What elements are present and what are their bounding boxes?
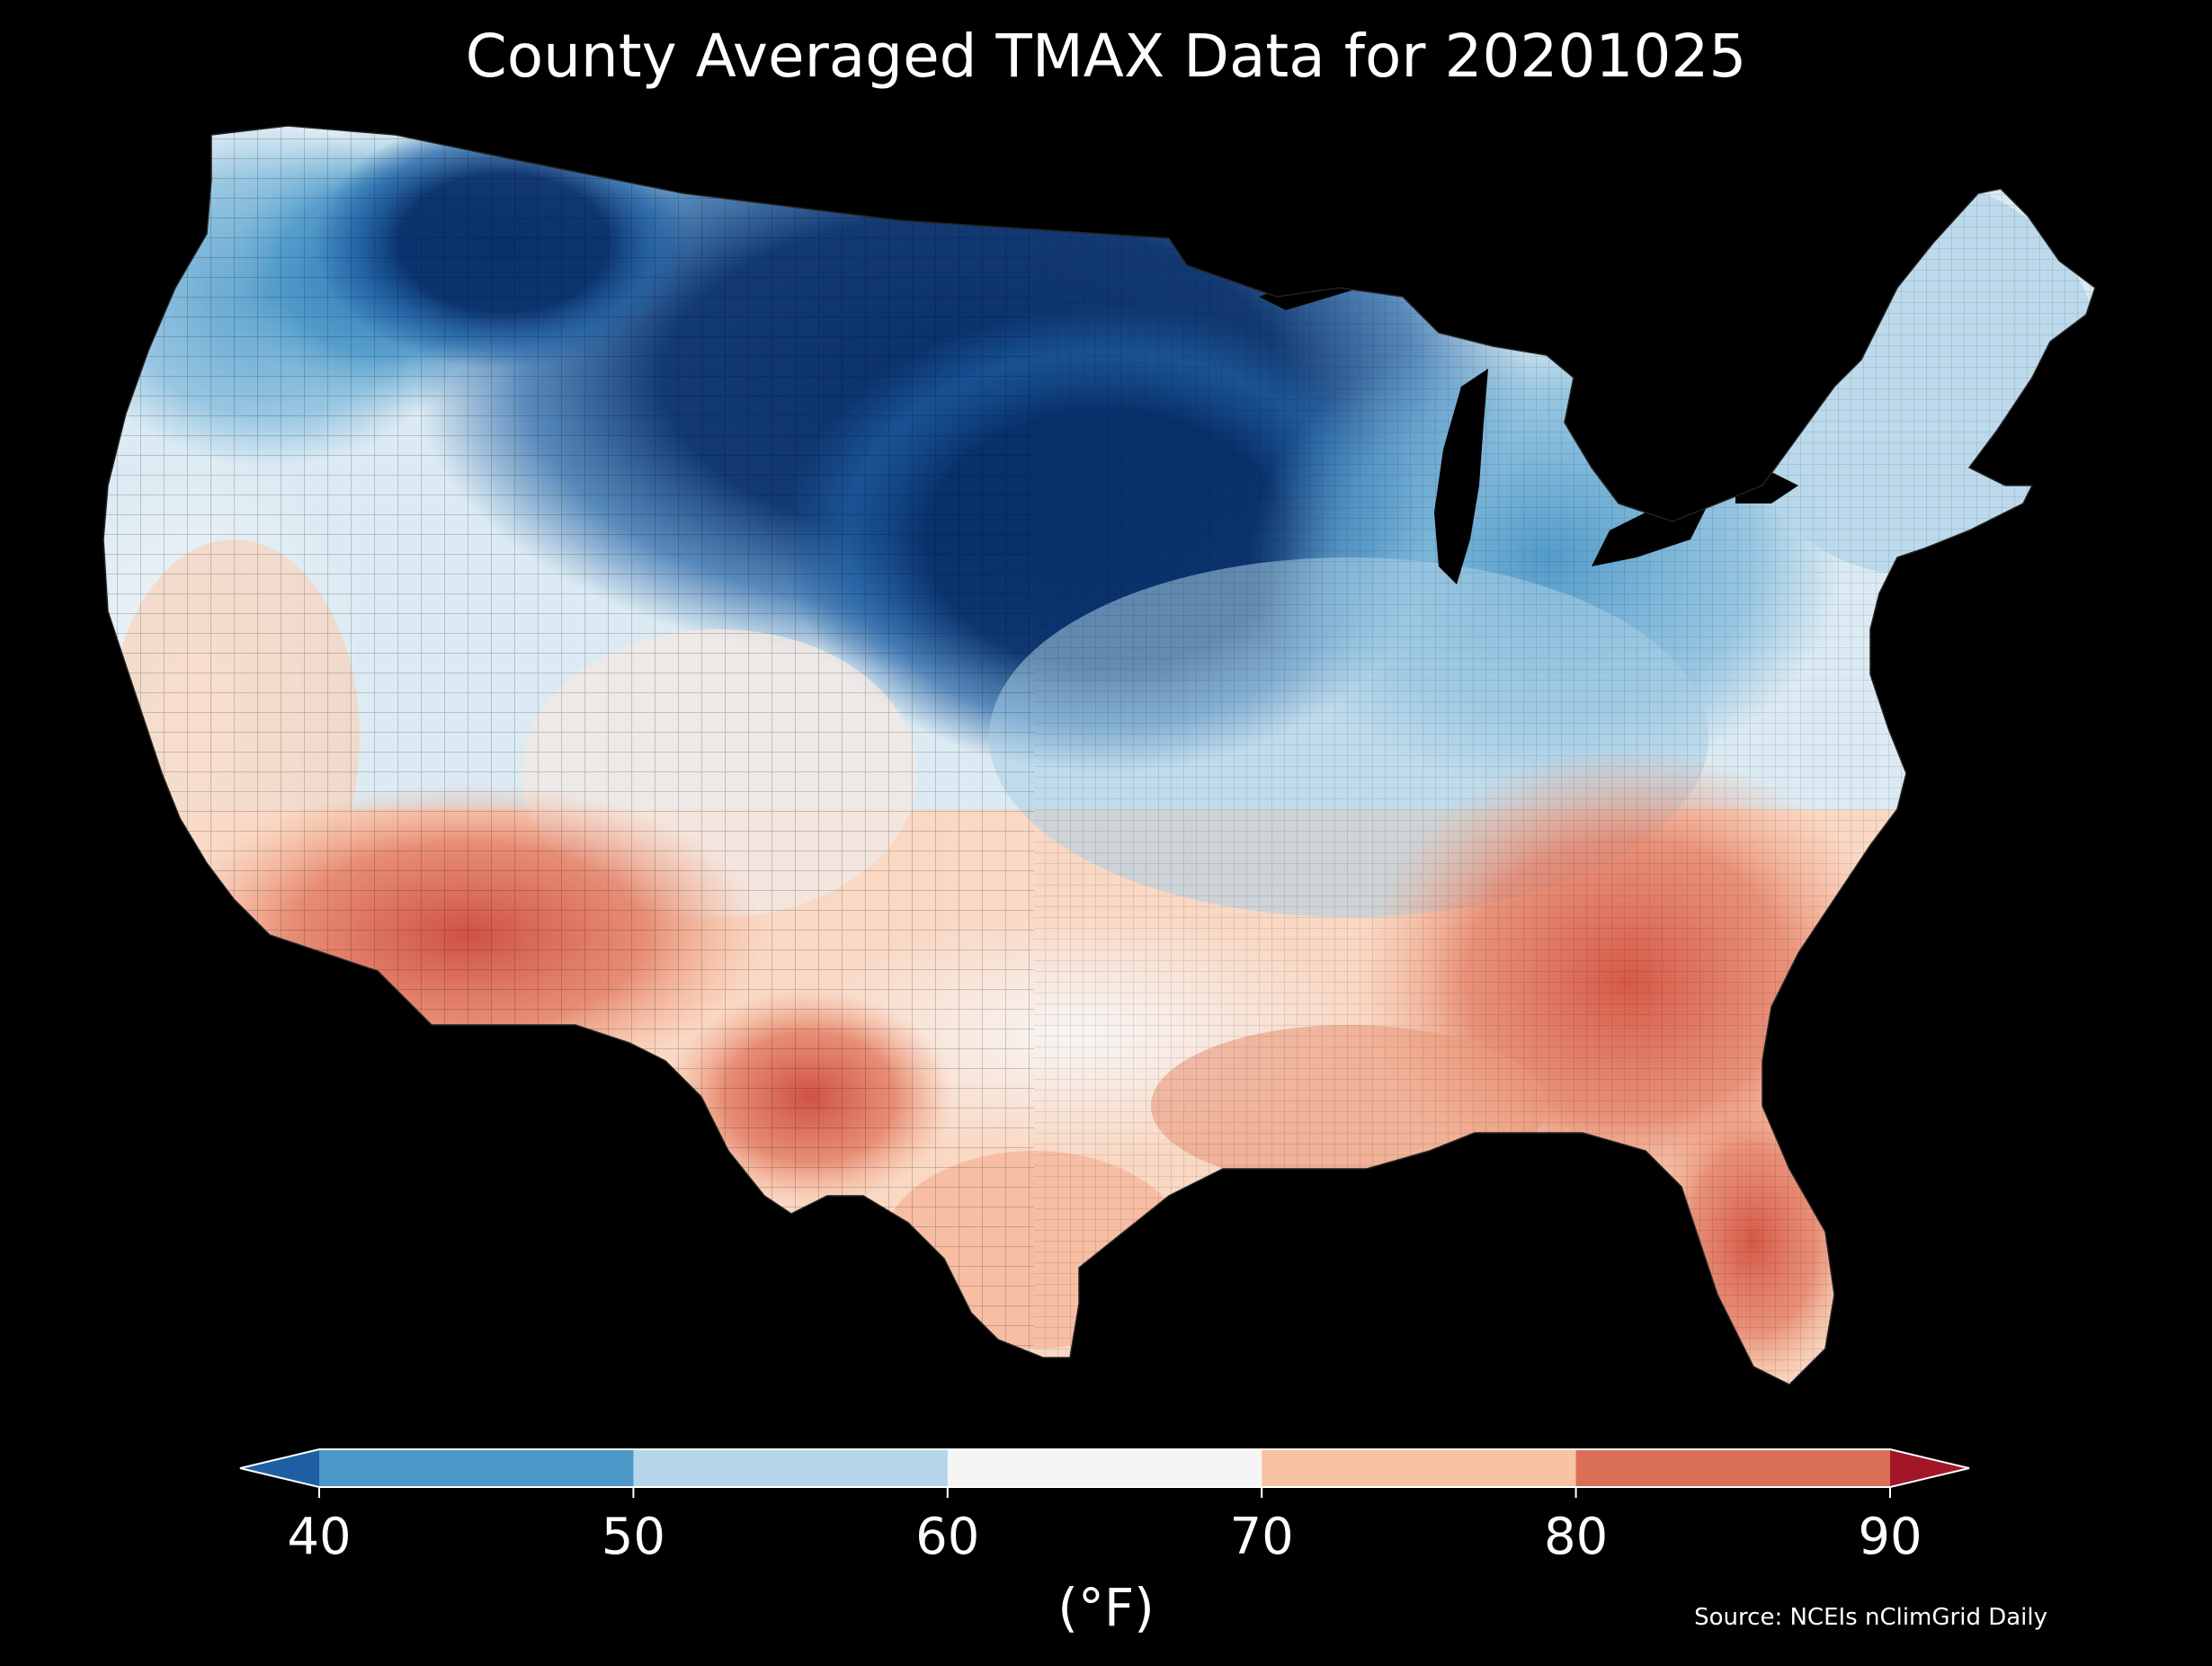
- us-outline: [103, 125, 2096, 1385]
- great-lakes: [1259, 270, 1798, 584]
- colorbar-extend-low: [240, 1449, 319, 1487]
- colorbar-tick-label: 50: [601, 1508, 666, 1566]
- colorbar-tick-label: 70: [1229, 1508, 1294, 1566]
- colorbar-segment-80-90: [1575, 1449, 1891, 1487]
- map-title: County Averaged TMAX Data for 20201025: [465, 22, 1747, 91]
- colorbar-segment-50-60: [633, 1449, 949, 1487]
- colorbar-segment-60-70: [947, 1449, 1262, 1487]
- colorbar-segment-40-50: [319, 1449, 634, 1487]
- colorbar-tick-label: 40: [287, 1508, 352, 1566]
- source-credit: Source: NCEIs nClimGrid Daily: [1694, 1604, 2047, 1631]
- colorbar-tick-label: 60: [915, 1508, 980, 1566]
- colorbar-extend-high: [1890, 1449, 1969, 1487]
- colorbar-tick-label: 90: [1858, 1508, 1922, 1566]
- colorbar-unit-label: (°F): [1057, 1577, 1155, 1638]
- colorbar-tick-label: 80: [1543, 1508, 1609, 1566]
- colorbar-segment-70-80: [1262, 1449, 1577, 1487]
